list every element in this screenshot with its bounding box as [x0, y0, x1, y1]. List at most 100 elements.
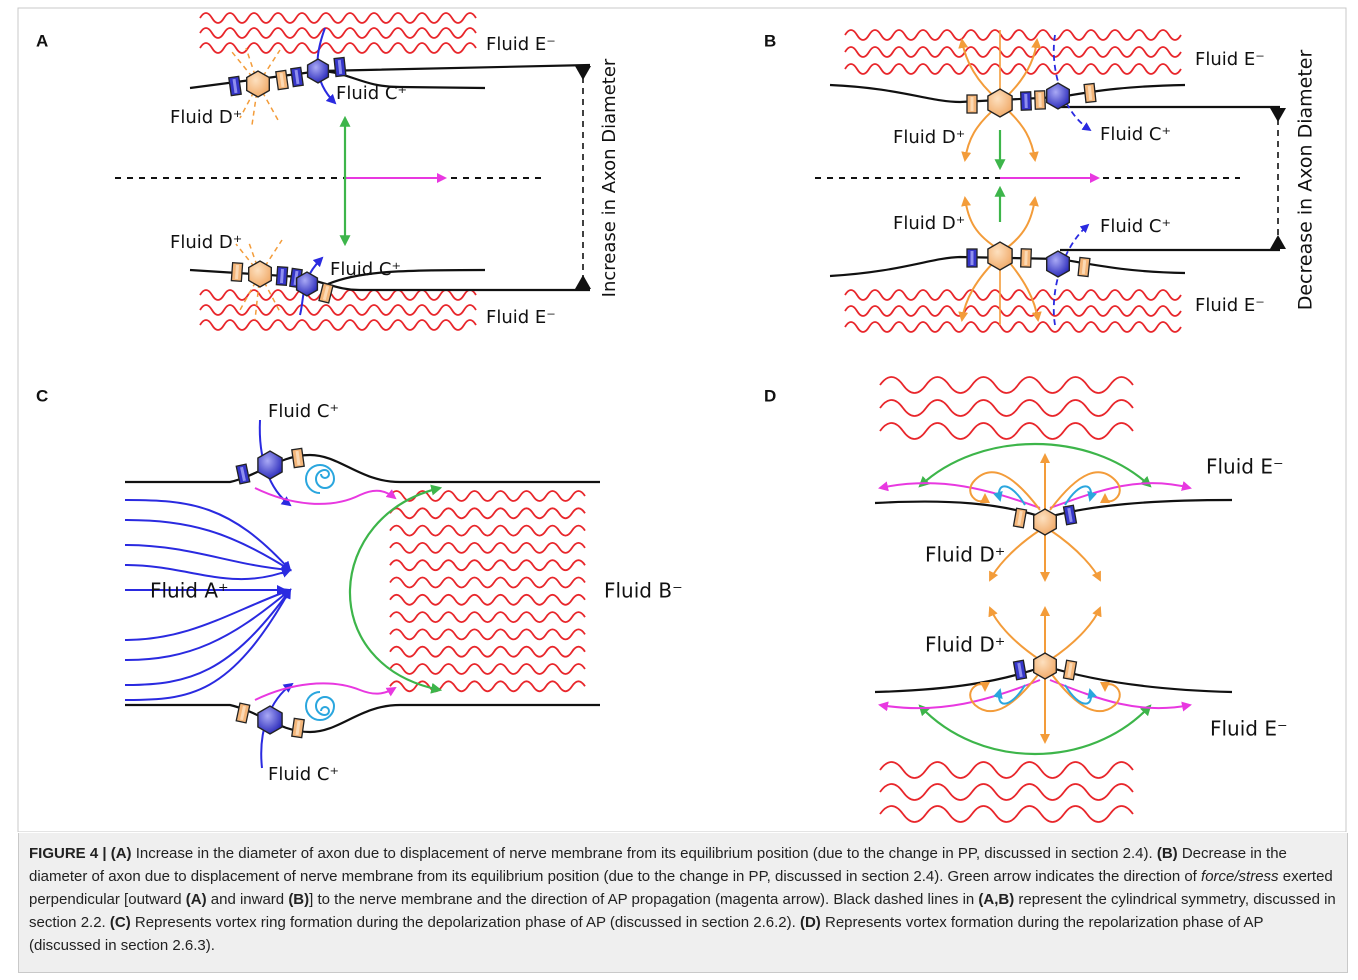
wave: [389, 645, 586, 658]
channel: [232, 78, 238, 94]
arrow: [1049, 671, 1121, 713]
pump: [306, 58, 330, 84]
channel: [235, 702, 251, 724]
channel: [1067, 507, 1073, 523]
channel: [1062, 504, 1078, 526]
fluid-label: Fluid D⁺: [925, 633, 1005, 657]
arrow: [1002, 105, 1039, 162]
channel: [970, 251, 974, 265]
channel: [1034, 90, 1046, 110]
pump: [247, 260, 272, 288]
channel: [235, 463, 251, 485]
arrow: [124, 588, 292, 686]
arrow: [1002, 38, 1042, 101]
arrow: [348, 484, 443, 694]
efflux: [231, 51, 259, 85]
arrow: [969, 671, 1041, 713]
wave: [879, 422, 1134, 440]
caption-bold: (A,B): [978, 891, 1015, 908]
efflux: [257, 49, 281, 85]
efflux: [259, 273, 281, 313]
channel: [966, 248, 978, 268]
wave: [199, 12, 477, 24]
wave: [389, 680, 586, 693]
arrow: [918, 704, 1152, 755]
panel-label: C: [36, 386, 48, 405]
arrow: [124, 588, 292, 661]
channel: [295, 720, 301, 736]
channel: [1012, 507, 1028, 529]
efflux: [239, 83, 259, 119]
arrow: [1049, 606, 1102, 661]
fluid-label: Fluid D⁺: [170, 107, 242, 128]
arrow: [1049, 529, 1101, 582]
fluid-label: Fluid E⁻: [486, 34, 556, 55]
vortex: [305, 464, 336, 494]
channel: [294, 69, 300, 85]
fluid-label: Fluid A⁺: [150, 579, 229, 603]
caption-text: and inward: [206, 891, 289, 908]
channel: [1062, 659, 1078, 681]
fluid-label: Fluid D⁺: [170, 232, 242, 253]
channel: [1020, 91, 1032, 111]
fluid-label: Fluid E⁻: [1195, 295, 1265, 316]
channel: [1067, 662, 1073, 678]
pump: [1045, 82, 1071, 110]
arrow: [993, 684, 1026, 705]
arrow: [124, 499, 292, 572]
wave: [844, 289, 1182, 301]
wave: [199, 42, 477, 54]
membrane: [319, 69, 486, 90]
channel: [1083, 82, 1097, 104]
channel: [230, 261, 244, 283]
caption-bold: (A): [185, 891, 207, 908]
wave: [844, 63, 1182, 75]
channel: [1012, 659, 1028, 681]
dimension-end: [1270, 235, 1286, 249]
arrow: [989, 529, 1041, 582]
arrow: [878, 679, 1041, 712]
artwork: [115, 12, 1286, 823]
wave: [199, 319, 477, 331]
channel: [228, 75, 242, 97]
fluid-label: Fluid E⁻: [1210, 717, 1288, 741]
arrow: [961, 105, 999, 162]
channel: [322, 285, 330, 301]
caption-text: Decrease in the diameter of axon due to …: [29, 845, 1287, 885]
caption-text: ] to the nerve membrane and the directio…: [309, 891, 979, 908]
wave: [844, 305, 1182, 317]
pump: [257, 705, 283, 735]
wave: [844, 46, 1182, 58]
wave: [879, 761, 1134, 779]
channel: [235, 264, 239, 280]
wave: [199, 27, 477, 39]
arrow: [961, 196, 1001, 251]
channel: [275, 265, 289, 287]
wave: [389, 576, 586, 589]
pump: [987, 88, 1013, 118]
channel: [280, 268, 284, 284]
caption-bold: FIGURE 4 | (A): [29, 845, 132, 862]
wave: [389, 628, 586, 641]
channel: [1017, 662, 1023, 678]
pump: [1032, 508, 1058, 536]
arrow: [124, 564, 292, 581]
wave: [389, 559, 586, 572]
fluid-label: Fluid E⁻: [1206, 455, 1284, 479]
caption-text: exerted perpendicular [outward: [29, 868, 1333, 908]
panel-label: B: [764, 31, 776, 50]
efflux: [239, 273, 261, 311]
fluid-label: Fluid C⁺: [1100, 216, 1171, 237]
channel: [1077, 256, 1091, 278]
caption-text: represent the cylindrical symmetry, disc…: [29, 891, 1336, 931]
caption-text: Represents vortex formation during the r…: [29, 914, 1264, 954]
fluid-label: Fluid E⁻: [1195, 49, 1265, 70]
fluid-label: Fluid D⁺: [893, 213, 965, 234]
fluid-label: Fluid C⁺: [336, 83, 407, 104]
arrow: [124, 588, 292, 641]
arrow: [254, 487, 397, 505]
pump: [1032, 652, 1058, 680]
wave: [199, 289, 477, 301]
